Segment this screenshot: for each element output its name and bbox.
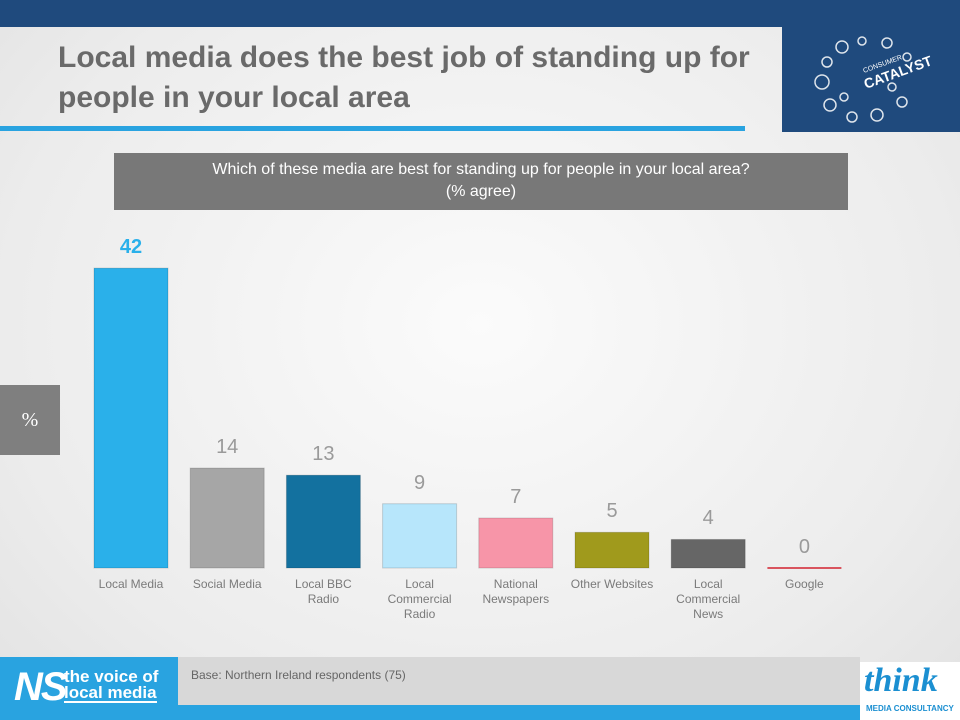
logo-text: NS bbox=[14, 665, 68, 709]
value-label: 5 bbox=[606, 500, 618, 523]
question-box: Which of these media are best for standi… bbox=[114, 153, 848, 210]
value-label: 0 bbox=[798, 536, 810, 558]
value-label: 9 bbox=[414, 471, 426, 494]
y-axis-label: % bbox=[0, 385, 60, 455]
bar bbox=[285, 474, 361, 569]
value-label: 7 bbox=[510, 486, 522, 509]
bar bbox=[670, 538, 746, 569]
value-label: 14 bbox=[216, 436, 239, 459]
bar bbox=[478, 517, 554, 569]
footer-strip bbox=[178, 657, 860, 705]
catalyst-logo: CONSUMER CATALYST bbox=[782, 27, 960, 132]
bar bbox=[93, 267, 169, 569]
question-text: (% agree) bbox=[445, 183, 517, 200]
bottom-band bbox=[0, 705, 960, 720]
top-band bbox=[0, 0, 960, 27]
x-tick-label: Social Media bbox=[192, 577, 262, 591]
x-tick-label: Local Media bbox=[98, 577, 164, 591]
value-label: 42 bbox=[119, 236, 143, 259]
title-underline bbox=[0, 126, 745, 131]
x-tick-label: Local BBC Radio bbox=[295, 577, 352, 606]
x-tick-label: National Newspapers bbox=[482, 577, 550, 606]
logo-text: think bbox=[864, 662, 938, 699]
x-tick-label: Local Commercial Radio bbox=[387, 577, 452, 621]
value-label: 13 bbox=[312, 443, 335, 466]
x-tick-label: Google bbox=[785, 577, 824, 591]
bar bbox=[189, 467, 265, 569]
x-tick-label: Other Websites bbox=[570, 577, 654, 591]
logo-text: MEDIA CONSULTANCY bbox=[866, 704, 954, 713]
bar bbox=[574, 531, 650, 569]
logo-text: the voice of bbox=[64, 667, 159, 686]
ns-logo: NS the voice of local media bbox=[0, 657, 178, 720]
value-label: 4 bbox=[702, 507, 714, 530]
logo-text: local media bbox=[64, 683, 157, 703]
logo-art: CONSUMER CATALYST bbox=[814, 36, 934, 123]
x-tick-label: Local Commercial News bbox=[676, 577, 741, 621]
bar bbox=[382, 503, 458, 569]
slide-title: Local media does the best job of standin… bbox=[58, 41, 750, 114]
think-logo: think MEDIA CONSULTANCY bbox=[860, 662, 960, 720]
footnote: Base: Northern Ireland respondents (75) bbox=[191, 668, 406, 682]
question-text: Which of these media are best for standi… bbox=[212, 161, 750, 178]
